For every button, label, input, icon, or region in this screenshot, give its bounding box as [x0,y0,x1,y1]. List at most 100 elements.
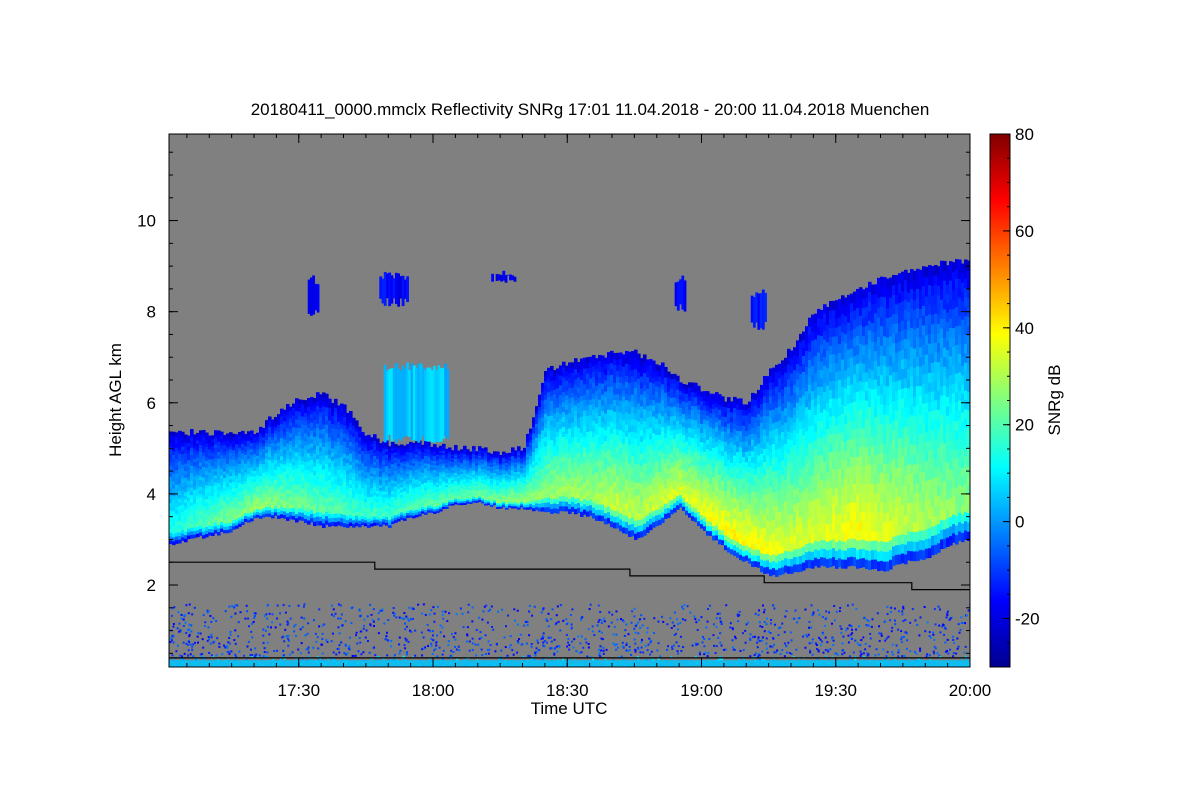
cloud-cell [313,449,317,454]
cloud-cell [277,459,281,464]
cloud-cell [535,471,539,476]
cloud-cell [169,535,173,541]
cloud-cell [622,443,626,451]
cloud-cell [583,357,587,364]
cloud-cell [568,468,572,474]
cloud-cell [442,465,446,469]
cloud-cell [196,439,200,444]
cloud-cell [394,485,398,490]
cloud-cell [250,484,254,489]
cloud-cell [664,457,668,464]
cloud-cell [193,482,197,487]
cloud-cell [442,446,446,449]
cloud-cell [283,460,287,465]
cloud-cell [364,450,368,455]
cloud-cell [661,378,665,385]
cloud-cell [505,479,509,482]
cloud-cell [388,524,392,528]
cloud-cell [187,445,191,450]
cloud-cell [415,456,419,460]
cloud-cell [265,484,269,488]
cloud-cell [445,474,449,478]
cloud-cell [214,488,218,493]
cloud-cell [352,483,356,488]
cloud-cell [325,445,329,451]
cloud-cell [262,501,266,506]
cloud-cell [208,438,212,443]
cloud-cell [520,476,524,480]
cloud-cell [433,485,437,489]
cloud-cell [169,513,173,518]
cloud-cell [262,472,266,476]
cloud-cell [181,522,185,527]
cloud-cell [664,462,668,469]
cloud-cell [493,490,497,493]
cloud-cell [397,480,401,484]
cloud-cell [517,475,521,479]
cloud-cell [520,475,524,478]
cloud-cell [322,437,326,443]
cloud-cell [484,499,488,502]
cloud-cell [319,424,323,430]
cloud-cell [616,364,620,371]
cloud-cell [217,507,221,512]
cloud-cell [643,444,647,452]
cloud-cell [535,502,539,507]
cloud-cell [283,510,287,516]
cloud-cell [427,444,431,448]
cloud-cell [496,481,500,485]
cloud-cell [661,501,665,508]
cloud-cell [298,487,302,493]
cloud-cell [199,465,203,470]
cloud-cell [640,358,644,365]
cloud-cell [631,468,635,475]
cloud-cell [580,369,584,375]
cloud-cell [490,504,494,507]
cloud-cell [481,491,485,495]
cloud-cell [205,526,209,531]
cloud-cell [511,463,515,467]
cloud-cell [199,479,203,484]
cloud-cell [253,498,257,502]
cloud-cell [442,463,446,466]
cloud-cell [610,456,614,463]
cloud-cell [592,490,596,497]
cloud-cell [184,502,188,507]
cloud-cell [358,490,362,494]
cloud-cell [664,422,668,429]
cloud-cell [430,459,434,463]
cloud-cell [478,477,482,480]
cloud-cell [259,481,263,486]
cloud-cell [412,467,416,471]
cloud-cell [208,481,212,486]
cloud-cell [376,447,380,451]
cloud-cell [397,515,401,519]
cloud-cell [304,424,308,430]
cloud-cell [478,497,482,501]
cloud-cell [664,432,668,439]
cloud-cell [496,474,500,477]
cloud-cell [529,498,533,502]
cloud-cell [400,456,404,461]
cloud-cell [370,463,374,468]
cloud-cell [373,434,377,438]
cloud-cell [235,437,239,442]
cloud-cell [427,472,431,476]
cloud-cell [469,477,473,480]
cloud-cell [508,497,512,501]
cloud-cell [241,486,245,491]
cloud-cell [658,428,662,435]
cloud-cell [568,382,572,389]
cloud-cell [445,462,449,466]
cloud-cell [301,443,305,449]
cloud-cell [232,475,236,479]
cloud-cell [373,506,377,511]
cloud-cell [658,476,662,483]
cloud-cell [379,468,383,472]
cloud-cell [340,497,344,502]
cloud-cell [307,498,311,504]
cloud-cell [208,528,212,533]
cloud-cell [223,529,227,534]
cloud-cell [529,466,533,470]
cloud-cell [523,490,527,494]
